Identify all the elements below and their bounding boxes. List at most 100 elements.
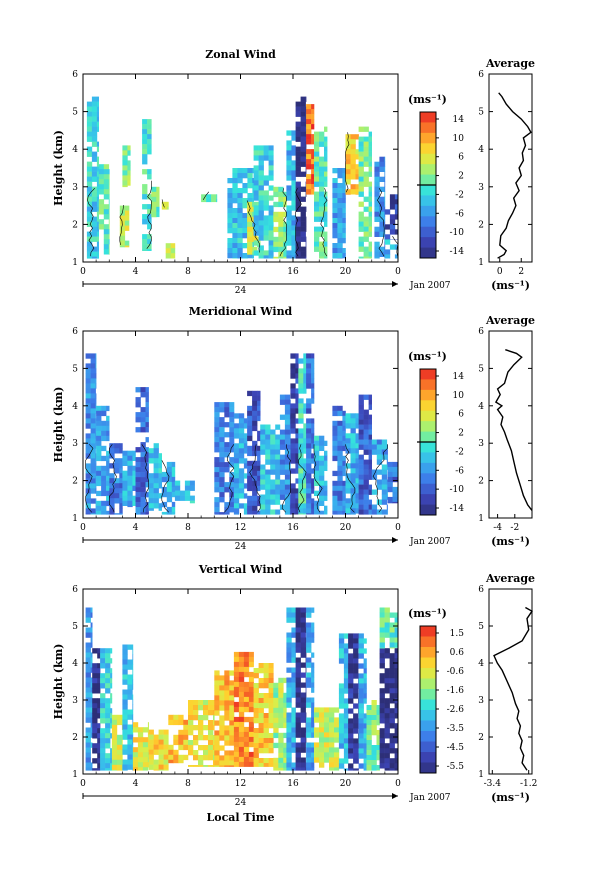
- heatmap-cell: [306, 353, 312, 359]
- heatmap-cell: [384, 251, 386, 257]
- heatmap-cell: [306, 179, 312, 185]
- heatmap-cell: [343, 718, 349, 724]
- heatmap-cell: [305, 647, 307, 653]
- heatmap-cell: [332, 208, 338, 214]
- heatmap-cell: [363, 181, 369, 187]
- heatmap-cell: [332, 183, 338, 189]
- colorbar-tick-label: 2: [458, 172, 464, 182]
- heatmap-cell: [295, 438, 299, 444]
- heatmap-cell: [263, 205, 269, 211]
- heatmap-cell: [248, 756, 254, 763]
- y-tick-label: 4: [72, 402, 78, 412]
- heatmap-cell: [252, 485, 258, 492]
- heatmap-cell: [268, 693, 274, 699]
- heatmap-cell: [148, 739, 154, 745]
- heatmap-cell: [114, 458, 120, 464]
- heatmap-cell: [389, 194, 396, 200]
- heatmap-cell: [153, 739, 159, 745]
- heatmap-cell: [127, 724, 133, 730]
- heatmap-cell: [100, 753, 106, 759]
- heatmap-cell: [168, 754, 174, 761]
- heatmap-cell: [319, 156, 325, 162]
- heatmap-cell: [300, 742, 306, 748]
- heatmap-cell: [337, 233, 343, 239]
- heatmap-cell: [248, 736, 254, 743]
- heatmap-cell: [109, 488, 115, 494]
- heatmap-cell: [86, 166, 93, 172]
- x-tick-label: 16: [287, 267, 299, 277]
- heatmap-cell: [303, 498, 307, 504]
- heatmap-cell: [353, 688, 359, 694]
- heatmap-cell: [384, 246, 386, 252]
- heatmap-cell: [290, 393, 296, 399]
- y-tick-label: 5: [72, 364, 78, 374]
- heatmap-cell: [314, 470, 320, 476]
- heatmap-cell: [257, 475, 261, 482]
- heatmap-cell: [358, 753, 359, 759]
- heatmap-cell: [252, 420, 258, 427]
- heatmap-cell: [122, 734, 128, 740]
- heatmap-cell: [363, 668, 367, 674]
- heatmap-cell: [358, 698, 359, 704]
- heatmap-cell: [394, 738, 398, 744]
- heatmap-cell: [305, 622, 307, 628]
- heatmap-cell: [229, 427, 235, 433]
- heatmap-cell: [324, 256, 328, 259]
- heatmap-cell: [314, 747, 320, 753]
- heatmap-cell: [300, 607, 306, 613]
- heatmap-cell: [147, 239, 152, 245]
- heatmap-cell: [358, 763, 364, 769]
- heatmap-cell: [343, 743, 349, 749]
- heatmap-cell: [145, 507, 149, 513]
- heatmap-cell: [324, 201, 328, 207]
- heatmap-cell: [188, 765, 194, 767]
- heatmap-cell: [295, 612, 301, 618]
- heatmap-cell: [384, 156, 386, 162]
- heatmap-cell: [86, 256, 93, 259]
- heatmap-cell: [324, 747, 330, 753]
- heatmap-cell: [371, 715, 377, 721]
- heatmap-cell: [153, 478, 159, 484]
- heatmap-cell: [386, 479, 388, 485]
- heatmap-cell: [252, 415, 258, 422]
- heatmap-cell: [306, 752, 312, 758]
- heatmap-cell: [137, 752, 144, 758]
- heatmap-cell: [119, 498, 123, 504]
- heatmap-cell: [379, 206, 385, 212]
- heatmap-cell: [252, 405, 258, 412]
- heatmap-cell: [105, 723, 111, 729]
- colorbar-segment: [420, 389, 436, 401]
- heatmap-cell: [306, 682, 312, 688]
- heatmap-cell: [306, 513, 312, 515]
- heatmap-cell: [111, 749, 118, 756]
- heatmap-cell: [371, 720, 377, 726]
- heatmap-cell: [284, 479, 291, 485]
- colorbar-segment: [420, 678, 436, 690]
- heatmap-cell: [142, 169, 148, 175]
- heatmap-cell: [161, 501, 168, 508]
- heatmap-cell: [252, 253, 254, 259]
- heatmap-cell: [314, 707, 320, 713]
- heatmap-cell: [295, 358, 299, 364]
- heatmap-cell: [103, 209, 110, 215]
- heatmap-cell: [208, 765, 214, 767]
- heatmap-cell: [213, 755, 215, 761]
- heatmap-cell: [140, 512, 146, 515]
- heatmap-cell: [295, 463, 299, 469]
- heatmap-cell: [214, 740, 220, 746]
- heatmap-cell: [394, 698, 398, 704]
- heatmap-cell: [253, 165, 259, 171]
- heatmap-cell: [86, 161, 93, 167]
- heatmap-cell: [278, 747, 284, 754]
- heatmap-cell: [258, 668, 264, 674]
- heatmap-cell: [311, 418, 315, 424]
- heatmap-cell: [96, 166, 99, 172]
- heatmap-cell: [100, 693, 106, 699]
- heatmap-cell: [305, 241, 307, 247]
- heatmap-cell: [353, 728, 359, 734]
- heatmap-cell: [305, 161, 307, 167]
- contour-line: [313, 444, 323, 513]
- heatmap-cell: [324, 146, 328, 152]
- heatmap-cell: [311, 383, 315, 389]
- heatmap-cell: [184, 485, 191, 491]
